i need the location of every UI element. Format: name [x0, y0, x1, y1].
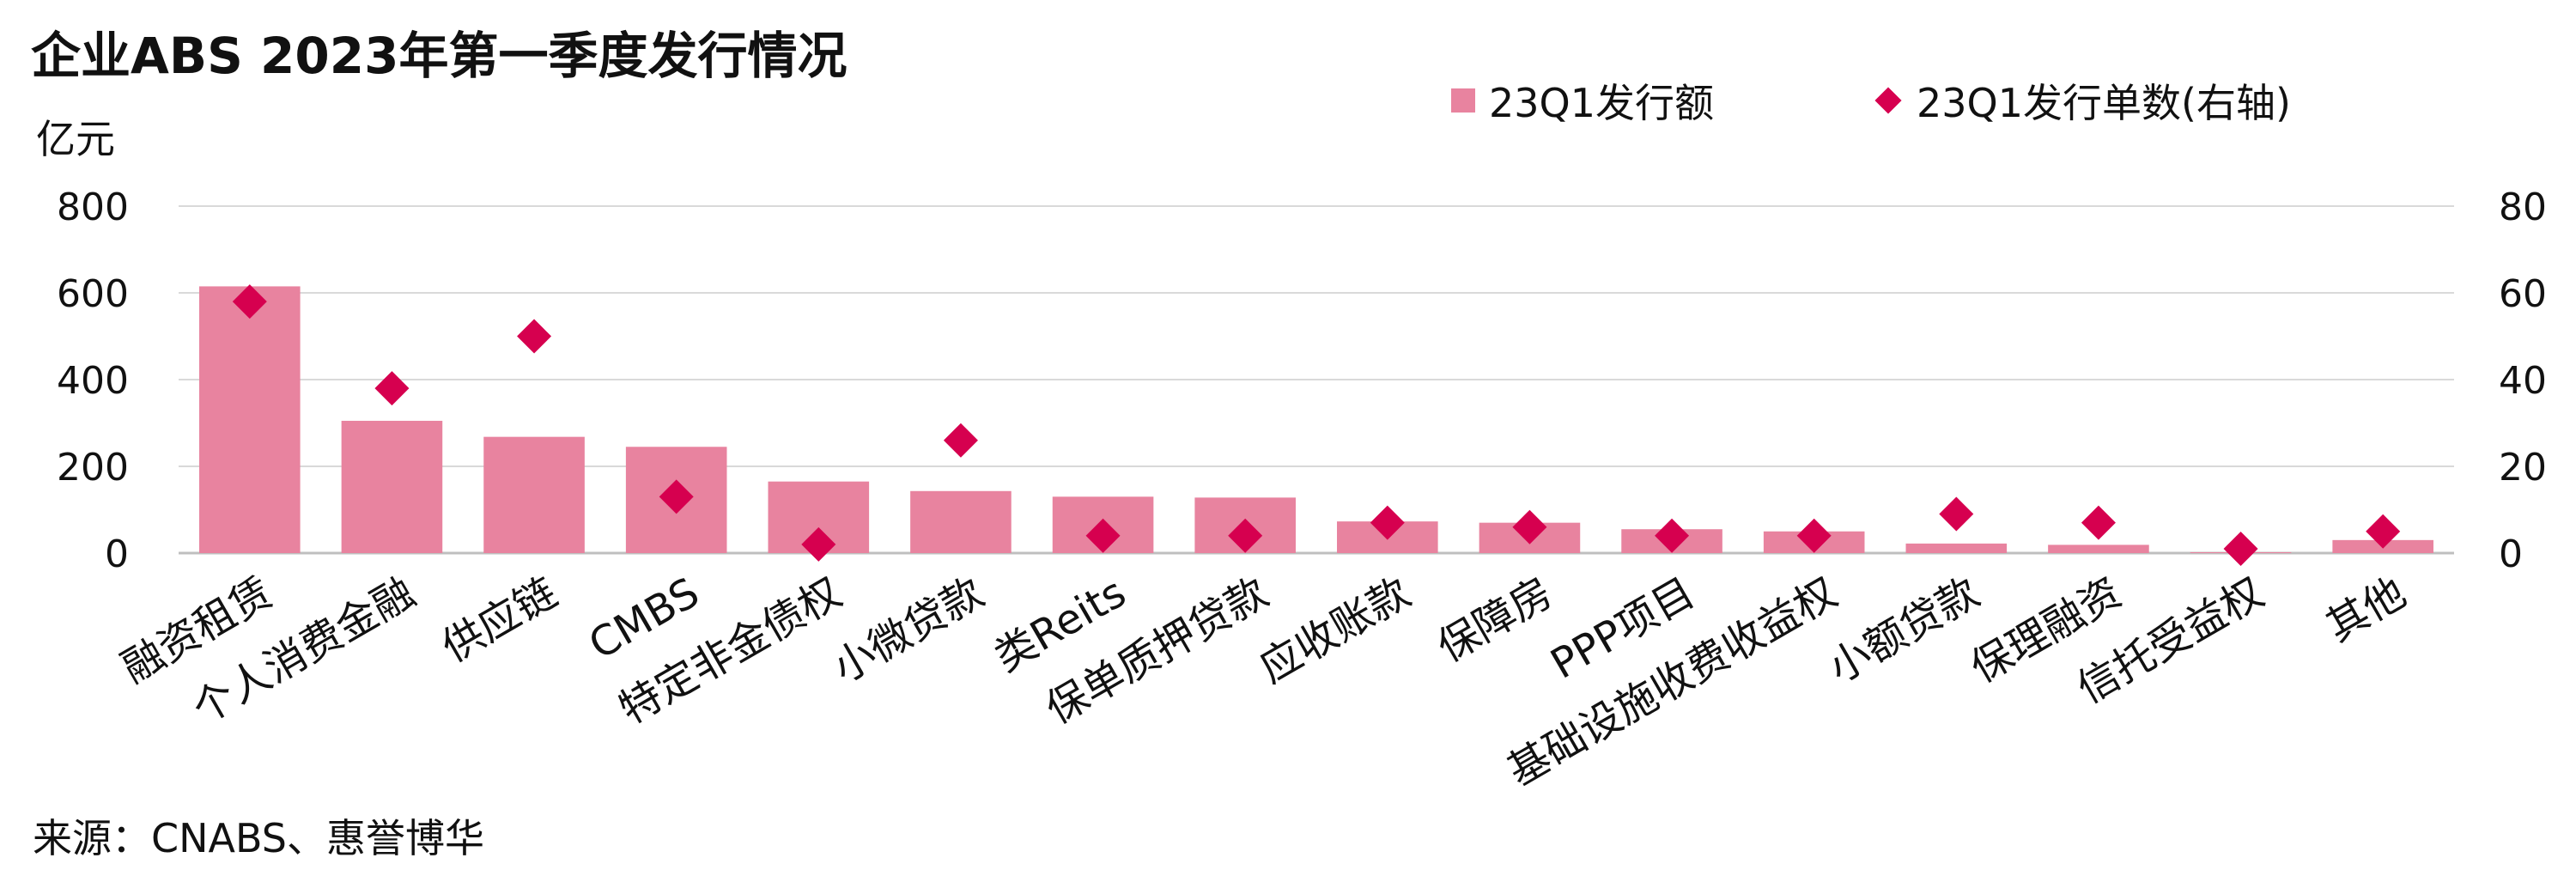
- diamond-marker: [1939, 496, 1974, 532]
- y-tick-right: 0: [2499, 532, 2523, 576]
- legend-item-count: 23Q1发行单数(右轴): [1874, 70, 2291, 131]
- diamond-marker: [2081, 505, 2116, 540]
- diamond-marker: [1085, 518, 1121, 553]
- diamond-marker: [232, 284, 267, 319]
- diamond-marker: [1228, 518, 1263, 553]
- legend-item-amount: 23Q1发行额: [1451, 70, 1714, 131]
- diamond-marker: [659, 479, 694, 514]
- y-tick-left: 800: [57, 186, 129, 229]
- legend-label-amount: 23Q1发行额: [1489, 80, 1715, 126]
- diamond-marker: [1512, 509, 1547, 544]
- chart-title: 企业ABS 2023年第一季度发行情况: [31, 27, 848, 85]
- y-tick-left: 200: [57, 446, 129, 490]
- y-tick-right: 80: [2499, 186, 2547, 229]
- diamond-marker: [1655, 518, 1690, 553]
- x-category-label: 其他: [2318, 569, 2414, 652]
- diamond-series: [232, 284, 2401, 566]
- bar: [341, 420, 443, 553]
- source-note: 来源：CNABS、惠誉博华: [33, 815, 484, 861]
- x-category-label: 小微贷款: [825, 569, 992, 693]
- y-axis-unit: 亿元: [36, 116, 115, 162]
- bar: [1905, 543, 2008, 553]
- x-category-label: 供应链: [434, 569, 565, 672]
- y-tick-right: 20: [2499, 446, 2547, 490]
- diamond-marker: [801, 526, 836, 562]
- diamond-marker: [1370, 505, 1405, 540]
- x-category-label: 小额贷款: [1820, 569, 1987, 693]
- bar: [199, 286, 301, 553]
- diamond-marker: [1796, 518, 1832, 553]
- diamond-marker: [517, 319, 552, 354]
- diamond-marker: [374, 371, 410, 406]
- bar: [2048, 544, 2149, 553]
- y-tick-left: 600: [57, 272, 129, 316]
- bar: [483, 436, 585, 553]
- legend-swatch-bar: [1451, 88, 1475, 113]
- y-tick-left: 0: [105, 532, 129, 576]
- legend-label-count: 23Q1发行单数(右轴): [1917, 80, 2291, 126]
- y-tick-right: 40: [2499, 359, 2547, 403]
- diamond-marker: [943, 423, 978, 458]
- diamond-marker: [2223, 531, 2258, 566]
- x-category-label: 保障房: [1430, 569, 1561, 672]
- bar: [910, 490, 1012, 553]
- y-tick-left: 400: [57, 359, 129, 403]
- x-category-label: 应收账款: [1252, 569, 1419, 693]
- diamond-marker: [2366, 514, 2401, 549]
- y-tick-right: 60: [2499, 272, 2547, 316]
